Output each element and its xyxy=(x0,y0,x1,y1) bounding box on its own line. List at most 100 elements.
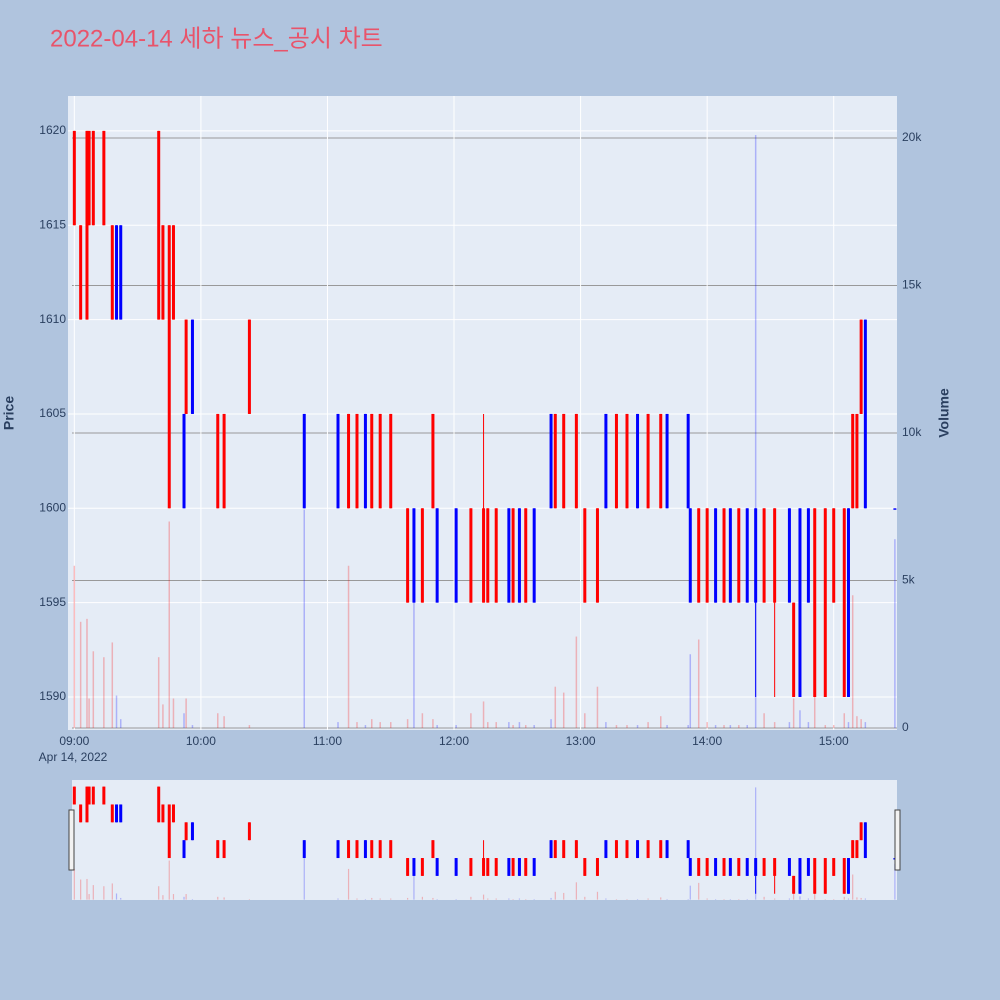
volume-bar xyxy=(584,713,586,728)
candle-body xyxy=(798,508,802,697)
range-handle[interactable] xyxy=(68,809,75,871)
volume-bar xyxy=(799,710,801,728)
y2-tick-label: 5k xyxy=(902,573,916,587)
volume-bar xyxy=(390,898,392,900)
candle-body xyxy=(792,602,796,697)
candle-body xyxy=(846,508,850,697)
candle-body xyxy=(851,413,855,509)
volume-bar xyxy=(406,719,409,728)
volume-bar xyxy=(487,898,489,900)
candle-body xyxy=(406,858,410,876)
range-handle[interactable] xyxy=(894,809,901,871)
candle-body xyxy=(347,413,351,509)
volume-bar xyxy=(755,787,757,900)
y-tick-label: 1605 xyxy=(39,406,66,420)
volume-bar xyxy=(162,704,164,728)
volume-bar xyxy=(115,695,118,728)
volume-bar xyxy=(550,897,552,900)
candle-body xyxy=(85,786,89,823)
candle-body xyxy=(486,508,490,603)
volume-bar xyxy=(615,725,618,728)
volume-bar xyxy=(824,899,826,900)
volume-bar xyxy=(337,722,339,728)
x-tick-label: 15:00 xyxy=(819,734,849,748)
candle-body xyxy=(806,858,810,876)
candle-body xyxy=(737,508,741,603)
candle-body xyxy=(494,508,498,603)
candle-body xyxy=(222,840,226,859)
volume-bar xyxy=(799,896,801,900)
volume-bar xyxy=(432,719,434,728)
volume-bar xyxy=(495,898,497,900)
volume-bar xyxy=(223,716,225,728)
range-slider[interactable] xyxy=(72,780,897,900)
volume-bar xyxy=(864,898,866,900)
volume-bar xyxy=(660,897,662,900)
candle-body xyxy=(79,225,83,320)
volume-bar xyxy=(824,725,827,728)
candle-body xyxy=(222,413,226,509)
candle-body xyxy=(562,413,566,509)
candle-body xyxy=(469,858,473,876)
candle-body xyxy=(806,508,810,603)
candle-body xyxy=(842,858,846,894)
candle-body xyxy=(157,130,161,320)
volume-bar xyxy=(596,891,599,900)
volume-bar xyxy=(689,885,691,900)
candle-body xyxy=(420,858,424,876)
candle-body xyxy=(347,840,351,859)
volume-bar xyxy=(356,898,358,900)
candle-body xyxy=(798,858,802,894)
candle-body xyxy=(167,225,171,509)
candle-body xyxy=(832,508,836,603)
volume-bar xyxy=(185,894,187,900)
candle-body xyxy=(363,413,367,509)
volume-bar xyxy=(856,897,858,900)
candle-body xyxy=(562,840,566,859)
volume-bar xyxy=(698,882,700,900)
volume-bar xyxy=(172,894,175,900)
candle-body xyxy=(813,508,817,697)
volume-bar xyxy=(379,898,381,900)
candle-body xyxy=(355,840,359,859)
candle-body xyxy=(773,858,777,876)
volume-bar xyxy=(119,719,122,728)
volume-bar xyxy=(852,874,854,900)
y-tick-label: 1610 xyxy=(39,312,66,326)
candle-body xyxy=(646,413,650,509)
candle-body xyxy=(182,413,186,509)
volume-bar xyxy=(470,713,472,728)
candle-body xyxy=(171,804,175,823)
candle-body xyxy=(792,875,796,894)
candle-body xyxy=(302,840,306,859)
volume-bar xyxy=(807,722,810,728)
volume-bar xyxy=(191,725,194,728)
candle-body xyxy=(583,508,587,603)
candle-body xyxy=(787,858,791,876)
candle-body xyxy=(85,130,89,320)
candle-body xyxy=(507,508,511,603)
candle-body xyxy=(412,858,416,876)
volume-bar xyxy=(518,722,521,728)
volume-bar xyxy=(421,896,423,900)
candle-body xyxy=(614,413,618,509)
candle-body xyxy=(119,804,123,823)
volume-bar xyxy=(92,885,94,900)
candle-body xyxy=(216,840,220,859)
candle-body xyxy=(686,840,690,859)
volume-bar xyxy=(158,886,160,900)
candle-body xyxy=(697,508,701,603)
candle-body xyxy=(595,858,599,876)
y2-tick-label: 0 xyxy=(902,720,909,734)
volume-bar xyxy=(512,725,514,728)
volume-bar xyxy=(746,725,748,728)
volume-bar xyxy=(92,651,95,728)
volume-bar xyxy=(183,713,185,728)
candle-body xyxy=(773,508,777,603)
candle-body xyxy=(378,840,382,859)
candle-body xyxy=(851,840,855,859)
volume-bar xyxy=(217,896,219,900)
candle-body xyxy=(435,508,439,603)
candle-body xyxy=(102,786,106,805)
